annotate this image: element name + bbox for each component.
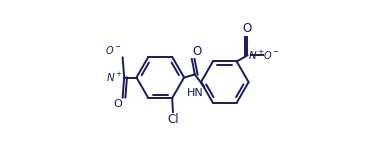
Text: $N^+$: $N^+$ [106, 71, 123, 84]
Text: O: O [193, 44, 202, 58]
Text: $O^-$: $O^-$ [105, 44, 122, 56]
Text: $N^+$: $N^+$ [248, 49, 265, 62]
Text: $O^-$: $O^-$ [263, 49, 280, 61]
Text: O: O [113, 99, 122, 109]
Text: O: O [243, 22, 252, 35]
Text: HN: HN [186, 88, 203, 98]
Text: Cl: Cl [167, 113, 179, 126]
